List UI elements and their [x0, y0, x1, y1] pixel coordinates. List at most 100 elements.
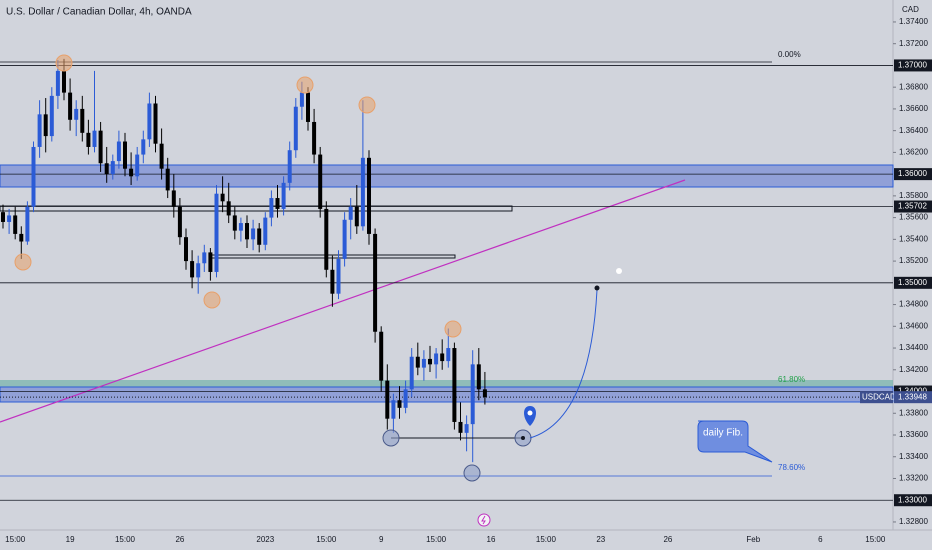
level-tag [894, 59, 932, 72]
swing-high [296, 76, 314, 94]
candle-body [110, 161, 115, 175]
candle-body [7, 215, 12, 222]
level-box [0, 205, 513, 212]
y-tick-label: 1.36400 [899, 126, 928, 135]
candle-body [397, 400, 402, 408]
candle-body [214, 193, 219, 272]
candle-body [25, 206, 30, 242]
support-zone [0, 386, 894, 403]
callout [697, 420, 773, 463]
level-label: 1.35702 [898, 202, 927, 211]
candle-body [147, 103, 152, 140]
last-price-label: 1.33948 [898, 392, 927, 401]
candle-body [324, 208, 329, 270]
candle-body [43, 114, 48, 137]
candle-body [226, 201, 231, 216]
pin-hole [527, 410, 533, 416]
x-tick-label: 26 [175, 535, 184, 544]
candle-body [13, 215, 18, 234]
candle-body [281, 182, 286, 209]
y-tick-label: 1.35400 [899, 234, 928, 243]
candle-body [452, 348, 457, 422]
level-label: 1.37000 [898, 61, 927, 70]
y-tick-label: 1.36600 [899, 104, 928, 113]
pin [524, 406, 536, 426]
dot [521, 436, 525, 440]
candle-body [342, 219, 347, 259]
low-marker [463, 464, 481, 482]
candle-body [202, 252, 207, 264]
candle-body [257, 228, 262, 245]
y-tick-label: 1.34400 [899, 343, 928, 352]
y-tick-label: 1.34200 [899, 365, 928, 374]
candle-body [458, 421, 463, 433]
y-tick-label: 1.33400 [899, 452, 928, 461]
x-tick-label: 15:00 [115, 535, 136, 544]
candle-body [68, 92, 73, 120]
candle-body [129, 168, 134, 177]
candle-body [159, 143, 164, 169]
candle-body [330, 269, 335, 294]
y-tick-label: 1.35200 [899, 256, 928, 265]
candle-body [367, 157, 371, 234]
swing-low [203, 291, 221, 309]
candle-body [98, 130, 103, 164]
candle-body [312, 121, 317, 155]
x-tick-label: 26 [663, 535, 672, 544]
candle-body [318, 154, 323, 209]
candle-body [403, 389, 408, 408]
projection-arrow [529, 289, 598, 439]
level-label: 1.35000 [898, 278, 927, 287]
candle-body [86, 132, 91, 147]
candle-body [354, 206, 359, 227]
swing-markers [14, 54, 462, 338]
y-tick-label: 1.34600 [899, 321, 928, 330]
y-tick-label: 1.33200 [899, 474, 928, 483]
candle-body [19, 233, 24, 242]
fib-zone [0, 380, 893, 387]
candle-body [293, 106, 298, 151]
candle-body [62, 70, 66, 93]
candle-body [379, 331, 384, 381]
candle-body [171, 190, 176, 207]
fib-label: 61.80% [778, 375, 805, 384]
candle-body [245, 223, 249, 240]
candle-body [360, 157, 365, 227]
x-tick-label: 2023 [256, 535, 274, 544]
currency-label: CAD [902, 5, 919, 14]
candle-body [80, 108, 85, 133]
candle-body [251, 228, 256, 240]
event-icon[interactable] [477, 513, 491, 527]
candle-body [428, 358, 432, 365]
candle-body [177, 206, 182, 238]
candle-body [299, 92, 304, 107]
candle-body [287, 150, 292, 183]
swing-high [444, 320, 462, 338]
candle-body [275, 198, 280, 209]
last-price-tag [894, 391, 932, 404]
x-tick-label: 15:00 [5, 535, 26, 544]
x-tick-label: Feb [746, 535, 760, 544]
candle-body [153, 103, 158, 144]
candle-body [409, 356, 414, 390]
candle-body [165, 168, 170, 191]
y-tick-label: 1.33800 [899, 408, 928, 417]
candle-body [336, 258, 341, 294]
candle-body [446, 348, 451, 362]
y-tick-label: 1.37400 [899, 17, 928, 26]
candle-body [49, 95, 54, 137]
candle-body [232, 215, 237, 231]
candle-body [92, 130, 97, 147]
x-tick-label: 15:00 [426, 535, 447, 544]
candle-body [190, 261, 195, 278]
callout-text: daily Fib. [703, 428, 743, 439]
symbol-tag [860, 391, 893, 404]
level-tag [894, 494, 932, 507]
candles [1, 58, 487, 463]
trendline [0, 179, 686, 423]
fib-label: 0.00% [778, 50, 801, 59]
candle-body [104, 163, 109, 175]
candle-body [116, 141, 121, 162]
x-tick-label: 9 [379, 535, 384, 544]
